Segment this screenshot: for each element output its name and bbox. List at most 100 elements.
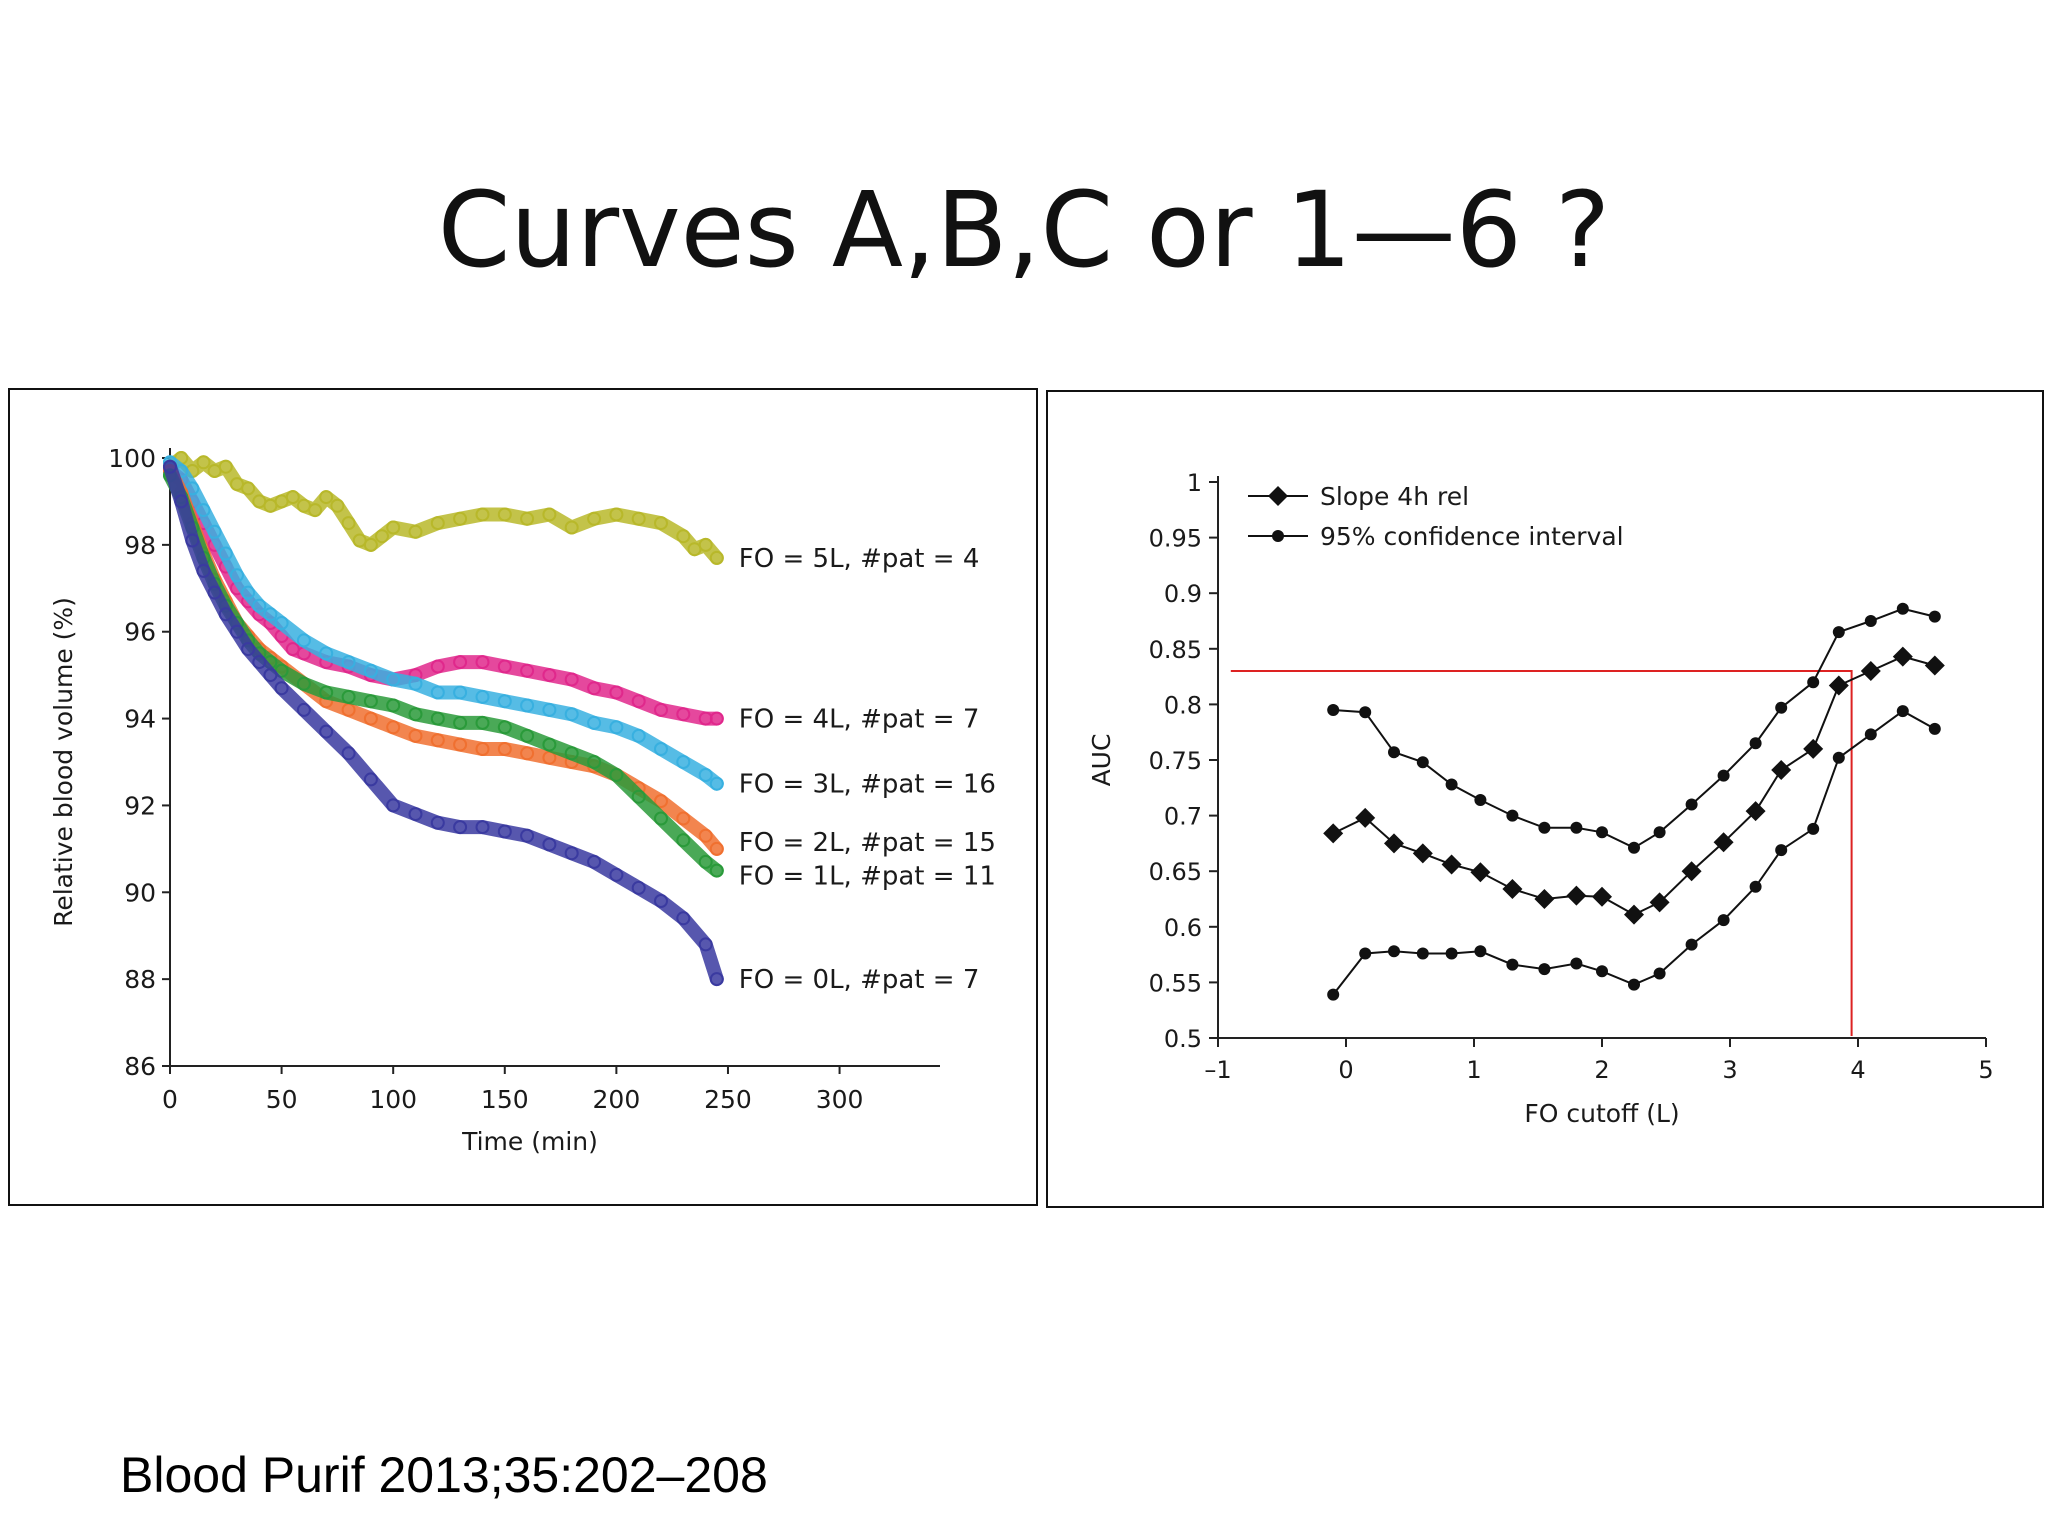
data-point — [542, 737, 557, 752]
data-point — [319, 490, 334, 505]
series-line — [1333, 607, 1936, 849]
data-point — [587, 511, 602, 526]
data-point — [308, 503, 323, 518]
data-point — [698, 937, 713, 952]
data-point — [319, 685, 334, 700]
legend-label-ci: 95% confidence interval — [1320, 522, 1624, 551]
data-point — [1628, 978, 1640, 991]
data-point — [453, 715, 468, 730]
data-point — [218, 459, 233, 474]
data-point — [1596, 965, 1608, 978]
data-point — [609, 685, 624, 700]
data-point — [408, 707, 423, 722]
data-point — [341, 689, 356, 704]
x-tick-label: 100 — [369, 1085, 417, 1114]
data-point — [654, 794, 668, 809]
data-point — [587, 755, 602, 769]
data-point — [285, 490, 300, 505]
data-point — [386, 520, 401, 535]
x-tick-label: 2 — [1594, 1056, 1609, 1084]
x-tick-label: 0 — [162, 1085, 178, 1114]
series-band — [163, 451, 724, 565]
data-point — [1685, 798, 1698, 811]
data-point — [1745, 801, 1766, 822]
data-point — [1624, 904, 1644, 925]
data-point — [542, 837, 557, 852]
data-point — [430, 685, 445, 700]
y-tick-label: 94 — [124, 705, 156, 734]
data-point — [1749, 737, 1762, 750]
data-point — [263, 607, 278, 622]
series-label: FO = 3L, #pat = 16 — [739, 770, 996, 800]
data-point — [1534, 889, 1555, 909]
y-tick-label: 0.9 — [1164, 580, 1202, 608]
data-point — [1323, 823, 1344, 844]
data-point — [520, 511, 535, 526]
data-point — [408, 676, 423, 691]
data-point — [1359, 706, 1372, 719]
y-tick-label: 0.95 — [1149, 525, 1202, 553]
data-point — [587, 715, 602, 730]
series-band — [163, 468, 724, 878]
data-point — [564, 846, 579, 861]
series-ci-upper — [1327, 602, 1941, 854]
data-point — [475, 820, 490, 835]
data-point — [1828, 675, 1849, 696]
data-point — [453, 737, 468, 752]
data-point — [709, 711, 724, 726]
data-point — [1713, 832, 1734, 853]
data-point — [319, 646, 334, 661]
data-point — [453, 820, 468, 835]
legend: Slope 4h rel 95% confidence interval — [1248, 482, 1624, 551]
data-point — [218, 546, 233, 561]
data-point — [631, 789, 646, 804]
data-point — [163, 459, 177, 474]
data-point — [341, 516, 356, 531]
data-point — [1416, 947, 1429, 960]
data-point — [542, 702, 557, 717]
data-point — [676, 811, 691, 826]
data-point — [341, 746, 356, 761]
data-point — [1416, 756, 1429, 769]
data-point — [1775, 701, 1788, 714]
data-point — [497, 694, 512, 709]
data-point — [631, 880, 646, 895]
x-tick-label: 0 — [1338, 1056, 1353, 1084]
data-point — [475, 715, 490, 730]
data-point — [185, 533, 200, 548]
series-label: FO = 4L, #pat = 7 — [739, 705, 980, 735]
data-point — [1506, 809, 1519, 822]
y-tick-label: 86 — [124, 1052, 156, 1081]
data-point — [296, 702, 311, 717]
series-slope-4h-rel — [1323, 646, 1945, 925]
y-axis-label: AUC — [1087, 734, 1116, 787]
series-label: FO = 1L, #pat = 11 — [739, 862, 996, 892]
series-label: FO = 0L, #pat = 7 — [739, 965, 980, 995]
data-point — [654, 894, 668, 908]
data-point — [475, 689, 490, 704]
data-point — [564, 746, 579, 761]
data-point — [1681, 861, 1702, 882]
data-point — [1596, 826, 1608, 839]
data-point — [676, 833, 691, 848]
data-point — [609, 867, 624, 882]
data-point — [609, 720, 624, 735]
data-point — [1474, 945, 1487, 958]
data-point — [1892, 646, 1913, 667]
data-point — [174, 494, 189, 509]
data-point — [587, 681, 602, 696]
data-point — [296, 633, 311, 648]
data-point — [709, 550, 724, 565]
data-point — [430, 711, 445, 726]
data-point — [1327, 704, 1340, 716]
slide-title: Curves A,B,C or 1—6 ? — [437, 169, 1611, 291]
data-point — [1570, 957, 1583, 970]
data-point — [676, 529, 691, 544]
data-point — [241, 642, 256, 657]
y-tick-label: 100 — [108, 444, 156, 473]
data-point — [1928, 610, 1941, 623]
data-point — [698, 537, 713, 552]
data-point — [709, 972, 724, 987]
data-point — [1445, 778, 1458, 791]
data-point — [375, 529, 389, 544]
